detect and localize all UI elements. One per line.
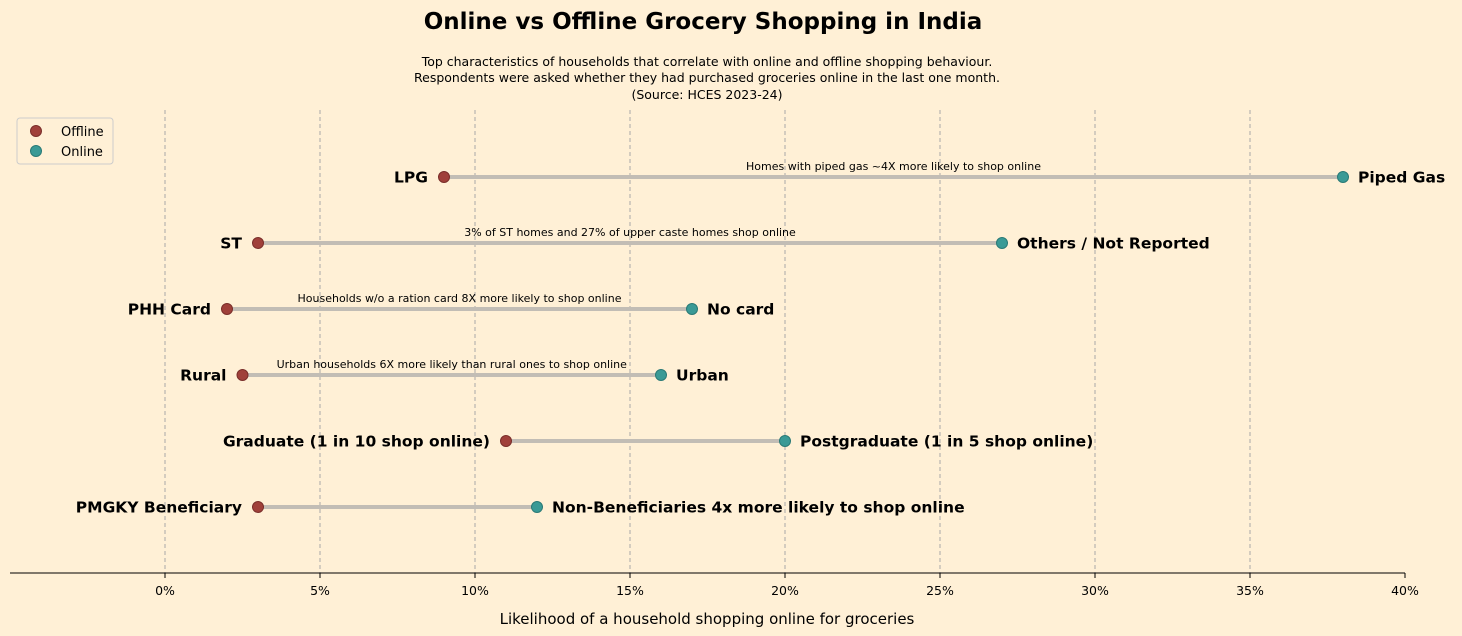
offline-point [221, 303, 233, 315]
online-category-label: Piped Gas [1358, 169, 1445, 187]
offline-category-label: ST [220, 235, 242, 253]
x-tick-label: 10% [461, 583, 489, 598]
online-point [655, 369, 667, 381]
x-tick-label: 30% [1081, 583, 1109, 598]
x-axis-label: Likelihood of a household shopping onlin… [500, 610, 915, 628]
legend: Offline Online [16, 117, 114, 165]
x-tick-label: 35% [1236, 583, 1264, 598]
chart-subtitle-line-3: (Source: HCES 2023-24) [631, 87, 782, 102]
x-tick-label: 15% [616, 583, 644, 598]
chart-subtitle-line-2: Respondents were asked whether they had … [414, 70, 1000, 85]
offline-category-label: PMGKY Beneficiary [76, 499, 242, 517]
online-point [779, 435, 791, 447]
offline-point [500, 435, 512, 447]
x-axis-ticks: 0% 5% 10% 15% 20% 25% 30% 35% 40% [155, 573, 1419, 598]
dumbbell-row: Graduate (1 in 10 shop online) Postgradua… [223, 433, 1093, 451]
offline-point [236, 369, 249, 381]
legend-offline-marker [30, 125, 42, 137]
dumbbell-row: LPG Piped Gas Homes with piped gas ~4X mor… [394, 160, 1445, 187]
online-category-label: No card [707, 301, 774, 319]
x-tick-label: 40% [1391, 583, 1419, 598]
offline-category-label: LPG [394, 169, 428, 187]
dumbbell-row: PMGKY Beneficiary Non-Beneficiaries 4x mo… [76, 499, 965, 517]
offline-point [252, 501, 264, 513]
offline-category-label: Rural [180, 367, 226, 385]
x-tick-label: 5% [310, 583, 330, 598]
row-annotation: Urban households 6X more likely than rur… [277, 358, 628, 371]
chart-title: Online vs Offline Grocery Shopping in In… [424, 9, 983, 35]
online-category-label: Postgraduate (1 in 5 shop online) [800, 433, 1093, 451]
x-tick-label: 25% [926, 583, 954, 598]
online-category-label: Others / Not Reported [1017, 235, 1210, 253]
legend-offline-label: Offline [61, 125, 104, 140]
legend-online-label: Online [61, 145, 103, 160]
row-annotation: 3% of ST homes and 27% of upper caste ho… [464, 226, 796, 239]
online-point [531, 501, 543, 513]
dumbbell-rows: LPG Piped Gas Homes with piped gas ~4X mor… [76, 160, 1445, 517]
offline-point [252, 237, 264, 249]
row-annotation: Households w/o a ration card 8X more lik… [298, 292, 622, 305]
grid-lines [164, 110, 1251, 573]
x-tick-label: 0% [155, 583, 175, 598]
offline-point [438, 171, 450, 183]
row-annotation: Homes with piped gas ~4X more likely to … [746, 160, 1041, 173]
legend-online-marker [30, 145, 42, 157]
dumbbell-row: PHH Card No card Households w/o a ration c… [128, 292, 775, 319]
offline-category-label: PHH Card [128, 301, 211, 319]
x-tick-label: 20% [771, 583, 799, 598]
offline-category-label: Graduate (1 in 10 shop online) [223, 433, 490, 451]
dumbbell-row: ST Others / Not Reported 3% of ST homes an… [220, 226, 1210, 253]
online-point [1337, 171, 1349, 183]
online-point [996, 237, 1008, 249]
online-category-label: Urban [676, 367, 729, 385]
chart-subtitle-line-1: Top characteristics of households that c… [421, 54, 993, 69]
online-point [686, 303, 698, 315]
dumbbell-row: Rural Urban Urban households 6X more likel… [180, 358, 729, 385]
online-category-label: Non-Beneficiaries 4x more likely to shop… [552, 499, 965, 517]
